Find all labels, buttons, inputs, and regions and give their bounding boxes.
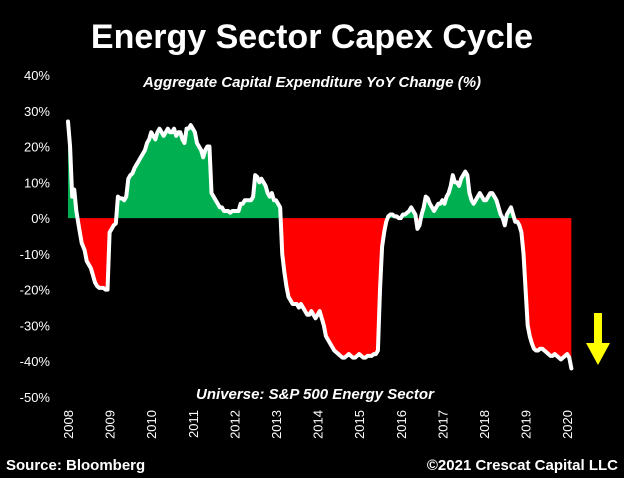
x-tick-label: 2011 (186, 410, 201, 438)
x-tick-label: 2012 (227, 410, 242, 439)
x-axis-tick-labels: 2008 2009 2010 2011 2012 2013 2014 2015 2016 2017… (61, 410, 575, 439)
area-layer (68, 121, 572, 369)
x-tick-label: 2009 (103, 410, 118, 439)
positive-area (387, 207, 416, 219)
chart-subtitle: Aggregate Capital Expenditure YoY Change… (142, 74, 481, 91)
y-tick-label: 10% (24, 175, 50, 190)
x-tick-label: 2018 (477, 410, 492, 439)
x-tick-label: 2014 (311, 410, 326, 439)
y-tick-label: 0% (31, 211, 50, 226)
y-tick-label: -30% (20, 318, 51, 333)
series-line (66, 119, 574, 371)
x-tick-label: 2020 (560, 410, 575, 439)
positive-area (420, 171, 503, 219)
x-tick-label: 2017 (435, 410, 450, 439)
x-tick-label: 2015 (352, 410, 367, 439)
copyright-label: ©2021 Crescat Capital LLC (427, 457, 618, 474)
negative-area (514, 218, 572, 369)
x-tick-label: 2013 (269, 410, 284, 439)
down-arrow-icon (586, 313, 610, 365)
universe-annotation: Universe: S&P 500 Energy Sector (196, 386, 435, 403)
y-tick-label: 30% (24, 104, 50, 119)
y-tick-label: -50% (20, 390, 51, 405)
x-tick-label: 2010 (144, 410, 159, 439)
x-tick-label: 2008 (61, 410, 76, 439)
y-tick-label: -20% (20, 283, 51, 298)
y-tick-label: 40% (24, 68, 50, 83)
y-axis-tick-labels: 40% 30% 20% 10% 0% -10% -20% -30% -40% -50% (20, 68, 51, 405)
line-layer (66, 119, 574, 371)
y-tick-label: -10% (20, 247, 51, 262)
y-tick-label: 20% (24, 140, 50, 155)
y-tick-label: -40% (20, 354, 51, 369)
x-tick-label: 2019 (519, 410, 534, 439)
chart-title: Energy Sector Capex Cycle (91, 18, 533, 56)
source-label: Source: Bloomberg (6, 457, 145, 474)
x-tick-label: 2016 (394, 410, 409, 439)
negative-area (280, 218, 388, 358)
positive-area (116, 125, 281, 219)
